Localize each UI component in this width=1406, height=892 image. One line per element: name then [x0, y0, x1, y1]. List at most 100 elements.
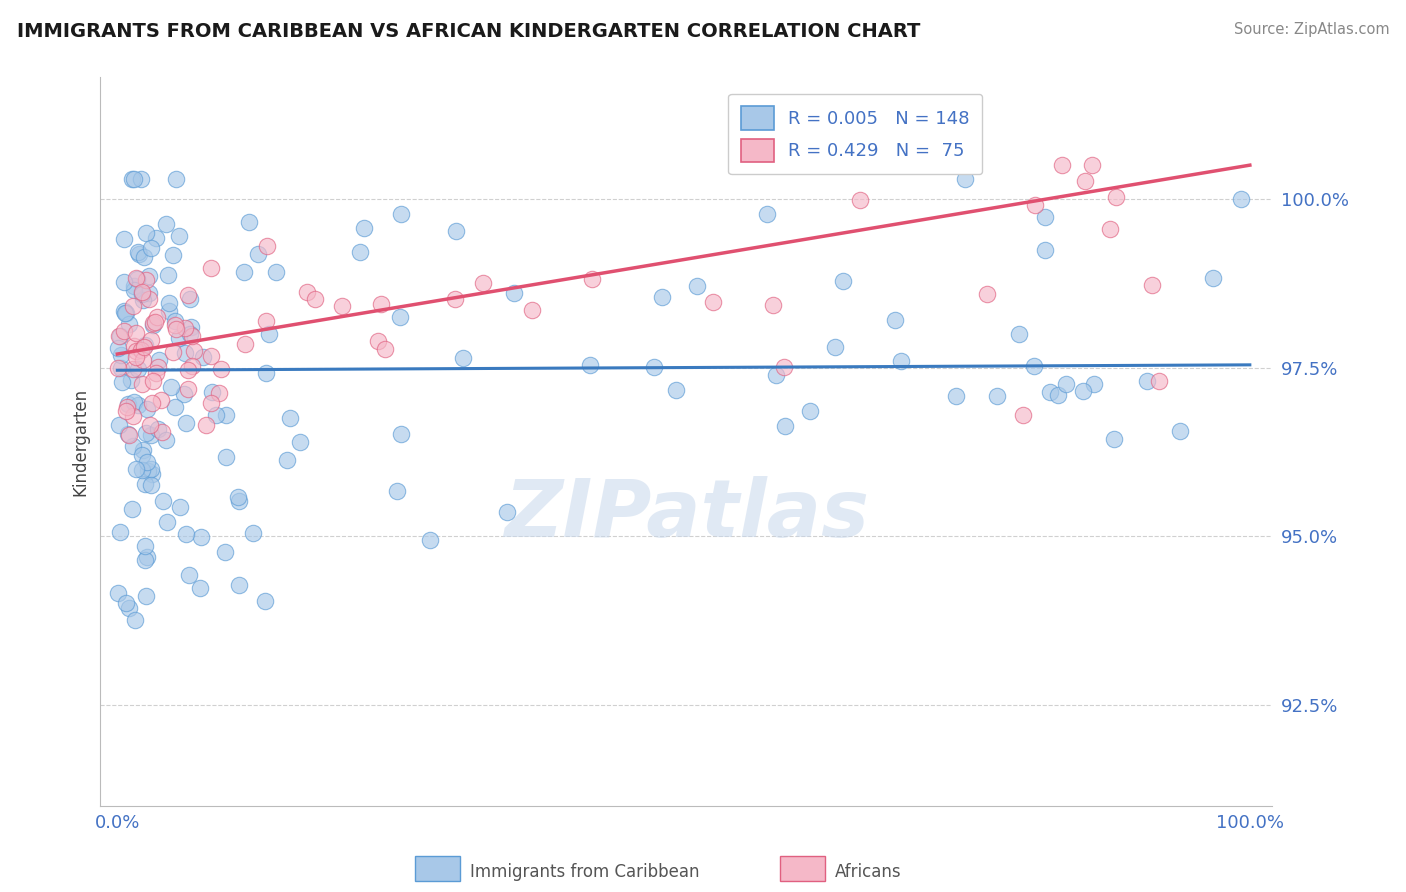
- Point: [1140, 278, 1163, 293]
- Point: [238, 215, 260, 229]
- Point: [686, 279, 709, 293]
- Point: [824, 340, 846, 354]
- Point: [191, 350, 214, 364]
- Point: [156, 515, 179, 529]
- Point: [986, 389, 1008, 403]
- Point: [155, 217, 177, 231]
- Point: [112, 275, 135, 289]
- Point: [135, 402, 157, 417]
- Point: [124, 351, 146, 365]
- Point: [117, 401, 139, 415]
- Point: [174, 346, 197, 360]
- Point: [163, 314, 186, 328]
- Point: [114, 306, 136, 320]
- Point: [389, 206, 412, 220]
- Point: [214, 545, 236, 559]
- Point: [129, 343, 152, 357]
- Point: [1047, 388, 1070, 402]
- Point: [134, 539, 156, 553]
- Point: [167, 228, 190, 243]
- Point: [581, 271, 603, 285]
- Point: [122, 283, 145, 297]
- Point: [165, 322, 187, 336]
- Point: [117, 397, 139, 411]
- Point: [145, 366, 167, 380]
- Point: [349, 245, 371, 260]
- Point: [157, 268, 180, 282]
- Point: [124, 613, 146, 627]
- Point: [131, 463, 153, 477]
- Point: [125, 462, 148, 476]
- Point: [125, 271, 148, 285]
- Point: [1147, 374, 1170, 388]
- Point: [134, 553, 156, 567]
- Point: [108, 329, 131, 343]
- Point: [122, 171, 145, 186]
- Point: [138, 292, 160, 306]
- Point: [115, 306, 138, 320]
- Point: [177, 382, 200, 396]
- Point: [150, 425, 173, 439]
- Point: [200, 396, 222, 410]
- Point: [114, 596, 136, 610]
- Point: [155, 434, 177, 448]
- Point: [122, 395, 145, 409]
- Point: [131, 376, 153, 391]
- Point: [134, 338, 156, 352]
- Point: [150, 393, 173, 408]
- Point: [124, 279, 146, 293]
- Point: [257, 326, 280, 341]
- Point: [444, 292, 467, 306]
- Legend: R = 0.005   N = 148, R = 0.429   N =  75: R = 0.005 N = 148, R = 0.429 N = 75: [728, 94, 983, 175]
- Point: [108, 524, 131, 539]
- Point: [1229, 192, 1251, 206]
- Point: [226, 490, 249, 504]
- Point: [121, 373, 143, 387]
- Point: [139, 462, 162, 476]
- Point: [174, 527, 197, 541]
- Point: [884, 313, 907, 327]
- Point: [370, 297, 392, 311]
- Point: [1099, 222, 1122, 236]
- Point: [174, 321, 197, 335]
- Point: [200, 349, 222, 363]
- Point: [131, 353, 153, 368]
- Point: [169, 500, 191, 514]
- Point: [290, 435, 312, 450]
- Point: [135, 426, 157, 441]
- Point: [131, 449, 153, 463]
- Point: [208, 385, 231, 400]
- Point: [121, 409, 143, 424]
- Point: [121, 362, 143, 376]
- Point: [181, 329, 204, 343]
- Point: [209, 361, 232, 376]
- Point: [177, 363, 200, 377]
- Point: [702, 295, 724, 310]
- Point: [127, 362, 149, 376]
- Point: [1008, 326, 1031, 341]
- Point: [756, 207, 779, 221]
- Point: [157, 304, 180, 318]
- Point: [162, 248, 184, 262]
- Text: Immigrants from Caribbean: Immigrants from Caribbean: [470, 863, 699, 881]
- Point: [496, 505, 519, 519]
- Point: [131, 286, 153, 301]
- Point: [890, 354, 912, 368]
- Point: [295, 285, 318, 300]
- Point: [1080, 158, 1102, 172]
- Point: [107, 586, 129, 600]
- Point: [1012, 408, 1035, 422]
- Point: [651, 290, 673, 304]
- Point: [188, 582, 211, 596]
- Point: [419, 533, 441, 548]
- Point: [253, 594, 276, 608]
- Point: [132, 442, 155, 457]
- Point: [136, 464, 159, 478]
- Point: [256, 239, 278, 253]
- Point: [122, 339, 145, 353]
- Point: [353, 221, 375, 235]
- Point: [134, 226, 156, 240]
- Point: [112, 232, 135, 246]
- Point: [195, 417, 218, 432]
- Point: [117, 428, 139, 442]
